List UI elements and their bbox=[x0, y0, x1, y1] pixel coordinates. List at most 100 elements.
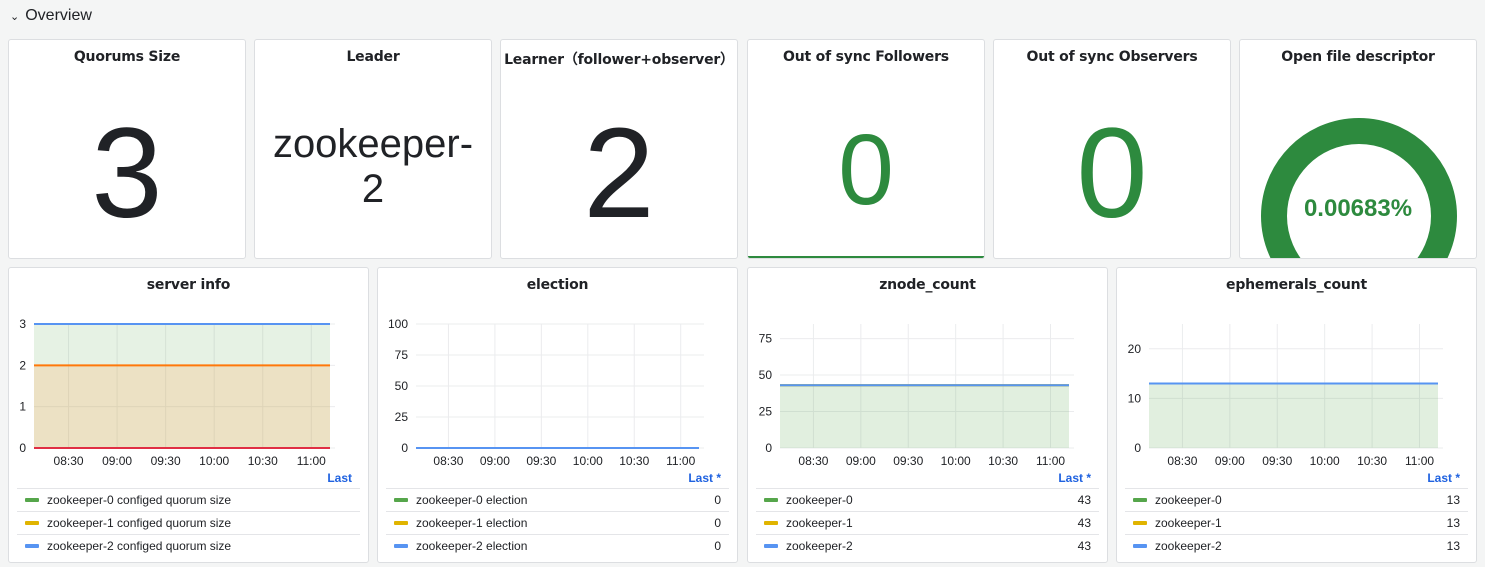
legend-item[interactable]: zookeeper-2 13 bbox=[1125, 535, 1468, 557]
legend-swatch-icon bbox=[394, 544, 408, 548]
x-tick-label: 09:00 bbox=[480, 454, 510, 468]
x-tick-label: 09:00 bbox=[102, 454, 132, 468]
gauge bbox=[1261, 118, 1457, 258]
legend-item-name: zookeeper-2 bbox=[1155, 539, 1222, 553]
legend-swatch-icon bbox=[1133, 544, 1147, 548]
x-tick-label: 09:30 bbox=[526, 454, 556, 468]
x-tick-label: 08:30 bbox=[1167, 454, 1197, 468]
x-tick-label: 09:30 bbox=[151, 454, 181, 468]
legend-item-name: zookeeper-2 election bbox=[416, 539, 528, 553]
legend-item[interactable]: zookeeper-0 configed quorum size bbox=[17, 489, 360, 512]
legend-item-name: zookeeper-0 configed quorum size bbox=[47, 493, 232, 507]
legend-item[interactable]: zookeeper-2 43 bbox=[756, 535, 1099, 557]
legend-item-name: zookeeper-0 bbox=[786, 493, 853, 507]
legend-item-name: zookeeper-2 configed quorum size bbox=[47, 539, 232, 553]
legend-item[interactable]: zookeeper-0 13 bbox=[1125, 489, 1468, 512]
row-header-overview[interactable]: ⌄ Overview bbox=[10, 4, 92, 28]
y-tick-label: 25 bbox=[759, 405, 773, 419]
x-tick-label: 10:30 bbox=[1357, 454, 1387, 468]
panel-quorums-size[interactable]: Quorums Size 3 bbox=[8, 39, 246, 259]
y-tick-label: 3 bbox=[19, 317, 26, 331]
y-tick-label: 75 bbox=[759, 332, 773, 346]
panel-title: Learner（follower+observer） bbox=[504, 52, 734, 68]
panel-ephemerals-count[interactable]: ephemerals_count 0 10 20 08:30 09:00 09:30 10:… bbox=[1116, 267, 1477, 563]
chart-plot: 0 10 20 08:30 09:00 09:30 10:00 10:30 11:00 bbox=[1128, 324, 1443, 468]
stat-value: zookeeper- 2 bbox=[255, 122, 491, 212]
x-tick-label: 11:00 bbox=[1036, 454, 1065, 468]
area-fill bbox=[780, 385, 1069, 448]
legend-item[interactable]: zookeeper-1 election 0 bbox=[386, 512, 729, 535]
chart-plot: 0 25 50 75 100 08:30 09:00 09:30 10:00 10:30 11:00 bbox=[388, 317, 704, 468]
panel-title: Quorums Size bbox=[73, 49, 181, 65]
legend-item-value: 43 bbox=[1077, 516, 1091, 530]
panel-election[interactable]: election 0 25 50 75 100 08:30 09:00 09:30 10:00 1… bbox=[377, 267, 738, 563]
x-tick-label: 11:00 bbox=[666, 454, 695, 468]
panel-title: Out of sync Observers bbox=[1026, 49, 1198, 65]
legend-swatch-icon bbox=[394, 498, 408, 502]
panel-title: Leader bbox=[346, 49, 400, 65]
legend-item-value: 13 bbox=[1446, 493, 1460, 507]
legend-header-last[interactable]: Last bbox=[17, 468, 360, 489]
legend-item[interactable]: zookeeper-2 election 0 bbox=[386, 535, 729, 557]
x-tick-label: 09:00 bbox=[846, 454, 876, 468]
legend-item[interactable]: zookeeper-1 13 bbox=[1125, 512, 1468, 535]
legend-swatch-icon bbox=[1133, 521, 1147, 525]
area-fill bbox=[34, 324, 330, 366]
legend-item[interactable]: zookeeper-1 43 bbox=[756, 512, 1099, 535]
panel-learner[interactable]: Learner（follower+observer） 2 bbox=[500, 39, 738, 259]
legend-item-name: zookeeper-1 bbox=[786, 516, 853, 530]
x-tick-label: 10:00 bbox=[573, 454, 603, 468]
y-tick-label: 50 bbox=[395, 379, 409, 393]
legend-swatch-icon bbox=[25, 521, 39, 525]
stat-value-line1: zookeeper- bbox=[272, 122, 474, 166]
panel-title: Out of sync Followers bbox=[783, 49, 949, 65]
y-tick-label: 2 bbox=[19, 358, 26, 372]
legend-item-value: 43 bbox=[1077, 539, 1091, 553]
legend-item-name: zookeeper-1 bbox=[1155, 516, 1222, 530]
area-fill bbox=[34, 365, 330, 448]
panel-out-of-sync-followers[interactable]: Out of sync Followers 0 bbox=[747, 39, 985, 259]
panel-server-info[interactable]: server info 0 1 2 3 08:30 09:00 09:30 10:00 10:3… bbox=[8, 267, 369, 563]
chart-plot: 0 1 2 3 08:30 09:00 09:30 10:00 10:30 11:00 bbox=[19, 317, 335, 468]
panel-title: znode_count bbox=[879, 277, 976, 293]
x-tick-label: 10:30 bbox=[619, 454, 649, 468]
legend-header-last[interactable]: Last * bbox=[386, 468, 729, 489]
y-tick-label: 75 bbox=[395, 348, 409, 362]
panel-leader[interactable]: Leader zookeeper- 2 bbox=[254, 39, 492, 259]
legend-header-last[interactable]: Last * bbox=[756, 468, 1099, 489]
x-tick-label: 09:00 bbox=[1215, 454, 1245, 468]
legend-item[interactable]: zookeeper-0 election 0 bbox=[386, 489, 729, 512]
y-tick-label: 25 bbox=[395, 410, 409, 424]
gauge-arc bbox=[1261, 118, 1457, 258]
legend-item-name: zookeeper-1 configed quorum size bbox=[47, 516, 232, 530]
legend-swatch-icon bbox=[764, 498, 778, 502]
y-tick-label: 0 bbox=[19, 441, 26, 455]
legend-item-value: 0 bbox=[714, 493, 721, 507]
x-tick-label: 10:00 bbox=[1310, 454, 1340, 468]
legend-header-last[interactable]: Last * bbox=[1125, 468, 1468, 489]
y-tick-label: 50 bbox=[759, 368, 773, 382]
stat-value: 0 bbox=[1076, 102, 1148, 245]
stat-value: 3 bbox=[91, 102, 163, 245]
y-tick-label: 100 bbox=[388, 317, 408, 331]
legend-item[interactable]: zookeeper-2 configed quorum size bbox=[17, 535, 360, 557]
row-title: Overview bbox=[25, 7, 92, 24]
legend-swatch-icon bbox=[25, 544, 39, 548]
legend-item[interactable]: zookeeper-1 configed quorum size bbox=[17, 512, 360, 535]
panel-znode-count[interactable]: znode_count 0 25 50 75 08:30 09:00 09:30 10:00 1… bbox=[747, 267, 1108, 563]
x-tick-label: 11:00 bbox=[297, 454, 326, 468]
panel-title: election bbox=[526, 277, 589, 293]
legend-item[interactable]: zookeeper-0 43 bbox=[756, 489, 1099, 512]
panel-open-file-descriptor[interactable]: Open file descriptor 0.00683% bbox=[1239, 39, 1477, 259]
legend-item-value: 13 bbox=[1446, 539, 1460, 553]
y-tick-label: 0 bbox=[1134, 441, 1141, 455]
panel-out-of-sync-observers[interactable]: Out of sync Observers 0 bbox=[993, 39, 1231, 259]
x-tick-label: 10:30 bbox=[988, 454, 1018, 468]
legend-item-name: zookeeper-1 election bbox=[416, 516, 528, 530]
stat-value: 0 bbox=[838, 114, 894, 226]
x-tick-label: 11:00 bbox=[1405, 454, 1434, 468]
sparkline-baseline bbox=[748, 256, 984, 258]
legend-swatch-icon bbox=[394, 521, 408, 525]
legend-item-name: zookeeper-0 election bbox=[416, 493, 528, 507]
legend-swatch-icon bbox=[25, 498, 39, 502]
